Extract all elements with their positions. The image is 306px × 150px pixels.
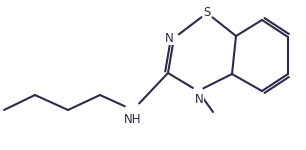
Text: N: N: [165, 32, 174, 45]
Text: N: N: [195, 93, 204, 106]
Text: S: S: [203, 6, 211, 20]
Text: NH: NH: [124, 113, 142, 126]
